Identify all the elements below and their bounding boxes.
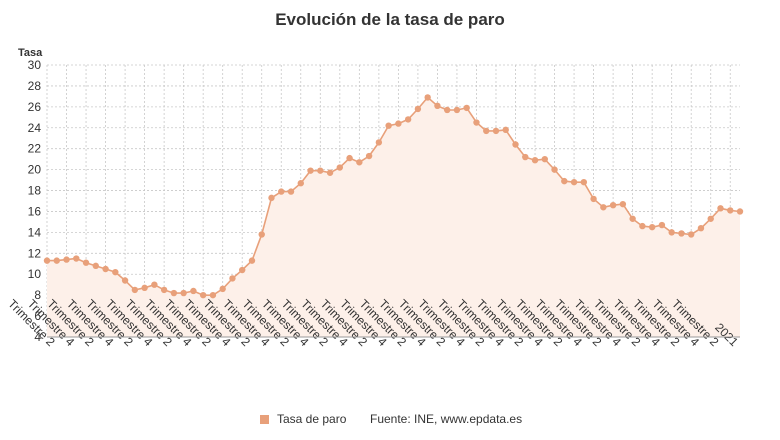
- legend-swatch: [260, 414, 269, 424]
- y-axis: 4 6 8 10 12 14 16 18 20 22 24 26 28 30: [28, 58, 42, 344]
- data-point: [385, 122, 392, 129]
- data-point: [590, 195, 597, 203]
- y-tick-label: 12: [28, 246, 42, 260]
- data-point: [317, 167, 324, 174]
- data-point: [717, 205, 724, 212]
- y-tick-label: 16: [28, 204, 42, 218]
- y-tick-label: 4: [34, 330, 41, 344]
- data-point: [414, 105, 422, 113]
- data-point: [307, 167, 314, 174]
- y-tick-label: 22: [28, 142, 42, 156]
- y-tick-label: 30: [28, 58, 42, 72]
- data-point: [668, 229, 675, 236]
- data-point: [697, 225, 705, 232]
- data-point: [199, 291, 207, 299]
- data-point: [375, 139, 383, 146]
- data-point: [356, 159, 363, 166]
- data-point: [551, 166, 558, 173]
- y-tick-label: 8: [34, 288, 41, 302]
- data-point: [82, 259, 90, 266]
- data-point: [190, 287, 197, 295]
- data-point: [512, 141, 519, 148]
- data-point: [258, 231, 265, 238]
- data-point: [141, 284, 148, 292]
- data-point: [209, 291, 217, 299]
- data-point: [678, 230, 685, 237]
- data-point: [502, 126, 509, 134]
- y-axis-title: Tasa: [18, 47, 43, 59]
- data-points: [43, 94, 744, 299]
- legend: Tasa de paro: [260, 412, 346, 426]
- data-point: [151, 281, 158, 288]
- data-point: [102, 265, 109, 273]
- y-tick-label: 10: [28, 267, 42, 281]
- data-point: [619, 200, 627, 208]
- y-tick-label: 20: [28, 163, 42, 177]
- data-point: [648, 223, 656, 231]
- data-point: [112, 268, 119, 276]
- area-fill: [47, 97, 740, 338]
- data-point: [541, 155, 548, 163]
- data-point: [336, 164, 344, 171]
- data-point: [707, 215, 714, 222]
- data-point: [131, 286, 139, 294]
- data-point: [727, 207, 734, 214]
- data-point: [443, 106, 451, 114]
- data-point: [121, 277, 129, 284]
- chart-title: Evolución de la tasa de paro: [275, 10, 505, 29]
- data-point: [404, 116, 412, 123]
- y-tick-label: 24: [28, 121, 42, 135]
- data-point: [600, 204, 607, 211]
- data-point: [92, 262, 100, 270]
- data-point: [180, 289, 187, 297]
- data-point: [170, 289, 178, 297]
- data-point: [229, 275, 236, 282]
- legend-label: Tasa de paro: [277, 412, 347, 426]
- data-point: [522, 153, 529, 161]
- data-point: [609, 201, 617, 209]
- data-point: [463, 104, 470, 112]
- data-point: [248, 257, 256, 264]
- y-tick-label: 28: [28, 79, 42, 93]
- data-point: [687, 231, 695, 238]
- data-point: [570, 178, 578, 186]
- data-point: [629, 215, 636, 222]
- data-point: [43, 257, 51, 264]
- data-point: [53, 257, 60, 264]
- data-point: [73, 255, 80, 262]
- data-point: [365, 152, 373, 160]
- data-point: [297, 180, 304, 187]
- data-point: [658, 221, 666, 229]
- data-point: [492, 127, 500, 135]
- data-point: [346, 154, 353, 162]
- data-point: [268, 194, 275, 202]
- data-point: [278, 188, 285, 195]
- data-point: [561, 177, 568, 185]
- source-note: Fuente: INE, www.epdata.es: [370, 412, 523, 426]
- data-point: [219, 285, 226, 293]
- data-point: [287, 188, 295, 195]
- data-point: [453, 106, 461, 114]
- y-tick-label: 18: [28, 184, 42, 198]
- data-point: [736, 208, 744, 215]
- data-point: [580, 178, 588, 186]
- data-point: [434, 102, 441, 110]
- data-point: [160, 286, 168, 294]
- y-tick-label: 6: [34, 309, 41, 323]
- data-point: [639, 222, 646, 230]
- data-point: [483, 127, 490, 135]
- y-tick-label: 14: [28, 225, 42, 239]
- area-path: [47, 97, 740, 338]
- data-point: [531, 157, 539, 164]
- data-point: [473, 119, 480, 126]
- data-point: [424, 94, 431, 101]
- y-tick-label: 26: [28, 100, 42, 114]
- data-point: [395, 120, 402, 127]
- data-point: [63, 256, 70, 263]
- data-point: [239, 266, 246, 274]
- data-point: [326, 169, 334, 176]
